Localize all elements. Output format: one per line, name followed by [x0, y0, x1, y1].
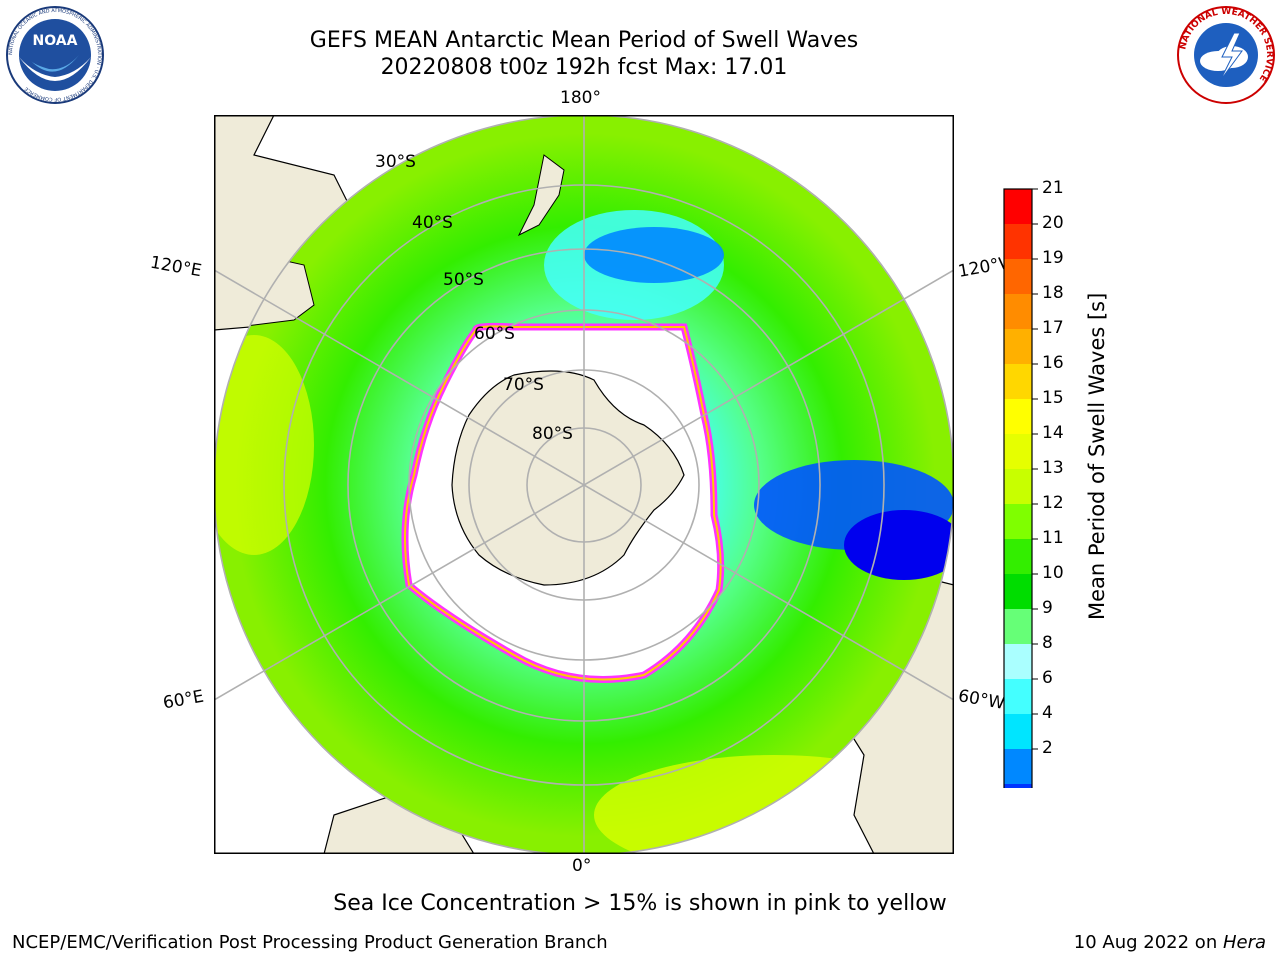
- colorbar-tick-label: 19: [1042, 248, 1064, 268]
- colorbar-segment: [1004, 399, 1032, 434]
- colorbar-segment: [1004, 784, 1032, 819]
- lon-label-60e: 60°E: [161, 686, 206, 714]
- colorbar-tick-label: 4: [1042, 703, 1053, 723]
- colorbar-segment: [1004, 644, 1032, 679]
- polar-map: [214, 115, 954, 854]
- colorbar-segment: [1004, 294, 1032, 329]
- lat-label-60s: 60°S: [474, 324, 515, 344]
- graticule: [214, 115, 954, 854]
- lon-label-120e: 120°E: [148, 252, 204, 282]
- colorbar-tick-label: 21: [1042, 178, 1064, 198]
- footer-right: 10 Aug 2022 on Hera: [1073, 932, 1266, 953]
- colorbar-segment: [1004, 259, 1032, 294]
- lon-label-180: 180°: [560, 88, 601, 108]
- colorbar-segment: [1004, 714, 1032, 749]
- colorbar-segment: [1004, 504, 1032, 539]
- colorbar-label: Mean Period of Swell Waves [s]: [1085, 292, 1109, 620]
- colorbar-tick-label: 13: [1042, 458, 1064, 478]
- colorbar-segment: [1004, 224, 1032, 259]
- colorbar-segment: [1004, 469, 1032, 504]
- footer-left: NCEP/EMC/Verification Post Processing Pr…: [12, 932, 608, 953]
- colorbar-segment: [1004, 329, 1032, 364]
- host-name: Hera: [1222, 932, 1266, 953]
- map-title: GEFS MEAN Antarctic Mean Period of Swell…: [309, 28, 859, 53]
- colorbar-segment: [1004, 609, 1032, 644]
- lat-label-40s: 40°S: [412, 213, 453, 233]
- colorbar-segment: [1004, 434, 1032, 469]
- noaa-logo: NOAA NATIONAL OCEANIC AND ATMOSPHERIC AD…: [5, 5, 105, 109]
- colorbar-tick-label: 8: [1042, 633, 1053, 653]
- colorbar-tick-label: 6: [1042, 668, 1053, 688]
- colorbar-segment: [1004, 574, 1032, 609]
- colorbar-tick-label: 18: [1042, 283, 1064, 303]
- nws-logo: NATIONAL WEATHER SERVICE: [1176, 5, 1276, 109]
- lat-label-30s: 30°S: [375, 152, 416, 172]
- lat-label-70s: 70°S: [503, 375, 544, 395]
- nws-logo-icon: NATIONAL WEATHER SERVICE: [1177, 6, 1275, 104]
- colorbar: [996, 183, 1056, 849]
- map-subtitle: 20220808 t00z 192h fcst Max: 17.01: [380, 55, 788, 80]
- colorbar-segment: [1004, 539, 1032, 574]
- noaa-logo-icon: NOAA NATIONAL OCEANIC AND ATMOSPHERIC AD…: [6, 6, 104, 104]
- colorbar-segment: [1004, 364, 1032, 399]
- colorbar-tick-label: 17: [1042, 318, 1064, 338]
- lat-label-50s: 50°S: [443, 270, 484, 290]
- lat-label-80s: 80°S: [532, 424, 573, 444]
- colorbar-segment: [1004, 749, 1032, 784]
- colorbar-tick-label: 12: [1042, 493, 1064, 513]
- colorbar-segment: [1004, 189, 1032, 224]
- antarctica: [451, 370, 685, 586]
- colorbar-tick-label: 2: [1042, 738, 1053, 758]
- colorbar-tick-label: 20: [1042, 213, 1064, 233]
- colorbar-tick-label: 14: [1042, 423, 1064, 443]
- colorbar-tick-label: 16: [1042, 353, 1064, 373]
- colorbar-tick-label: 15: [1042, 388, 1064, 408]
- lon-label-0: 0°: [572, 856, 592, 876]
- sea-ice-note: Sea Ice Concentration > 15% is shown in …: [333, 891, 947, 916]
- colorbar-segment: [1004, 679, 1032, 714]
- colorbar-tick-label: 9: [1042, 598, 1053, 618]
- colorbar-tick-label: 10: [1042, 563, 1064, 583]
- noaa-logo-text: NOAA: [33, 33, 78, 49]
- colorbar-tick-label: 11: [1042, 528, 1064, 548]
